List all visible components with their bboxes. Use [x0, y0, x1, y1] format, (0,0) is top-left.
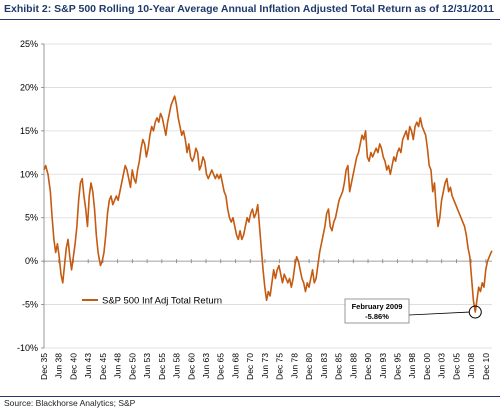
x-tick-label: Jun 98 [407, 353, 417, 379]
x-tick-label: Jun 08 [466, 353, 476, 379]
x-tick-label: Jun 43 [83, 353, 93, 379]
legend: S&P 500 Inf Adj Total Return [82, 296, 222, 307]
y-tick-label: 0% [25, 256, 38, 266]
x-tick-label: Dec 85 [334, 353, 344, 380]
y-tick-label: -10% [17, 343, 38, 353]
x-tick-label: Dec 65 [216, 353, 226, 380]
callout-leader [408, 311, 470, 316]
x-tick-label: Dec 75 [275, 353, 285, 380]
x-tick-label: Dec 05 [451, 353, 461, 380]
y-tick-label: 10% [20, 169, 38, 179]
x-tick-label: Jun 68 [230, 353, 240, 379]
x-tick-label: Dec 45 [98, 353, 108, 380]
x-tick-label: Jun 58 [172, 353, 182, 379]
x-tick-label: Jun 03 [437, 353, 447, 379]
y-tick-label: 5% [25, 213, 38, 223]
y-axis: -10% -5% 0% 5% 10% 15% 20% 25% [17, 39, 45, 353]
series-layer [43, 95, 493, 313]
x-tick-label: Jun 83 [319, 353, 329, 379]
callout-date: February 2009 [352, 302, 403, 311]
x-axis: Dec 35 Jun 38 Dec 40 Jun 43 Dec 45 Jun 48 Dec … [39, 259, 492, 380]
y-tick-label: -5% [22, 300, 38, 310]
chart-title: Exhibit 2: S&P 500 Rolling 10-Year Avera… [4, 3, 494, 15]
callout-box [344, 298, 410, 324]
x-tick-label: Dec 50 [127, 353, 137, 380]
title-divider [0, 19, 500, 20]
x-tick-label: Jun 73 [260, 353, 270, 379]
footer-divider [0, 396, 500, 397]
x-tick-label: Jun 63 [201, 353, 211, 379]
source-note: Source: Blackhorse Analytics; S&P [4, 398, 136, 408]
x-tick-label: Jun 38 [54, 353, 64, 379]
callout-marker-circle [468, 305, 482, 319]
x-tick-label: Dec 10 [481, 353, 491, 380]
x-tick-label: Jun 78 [289, 353, 299, 379]
x-tick-label: Dec 55 [157, 353, 167, 380]
y-tick-label: 15% [20, 126, 38, 136]
x-tick-label: Dec 40 [68, 353, 78, 380]
x-tick-label: Dec 70 [245, 353, 255, 380]
x-tick-label: Jun 88 [348, 353, 358, 379]
x-tick-label: Jun 48 [113, 353, 123, 379]
callout-value: -5.86% [365, 312, 389, 321]
x-tick-label: Dec 95 [392, 353, 402, 380]
y-tick-label: 20% [20, 82, 38, 92]
x-tick-label: Dec 35 [39, 353, 49, 380]
x-tick-label: Dec 60 [186, 353, 196, 380]
x-tick-label: Jun 93 [378, 353, 388, 379]
grid-lines [44, 43, 492, 349]
x-tick-label: Dec 00 [422, 353, 432, 380]
series-line [43, 95, 493, 313]
legend-label: S&P 500 Inf Adj Total Return [102, 296, 222, 307]
y-tick-label: 25% [20, 39, 38, 49]
annotation-callout: February 2009-5.86% [344, 298, 482, 324]
x-tick-label: Dec 90 [363, 353, 373, 380]
x-tick-label: Dec 80 [304, 353, 314, 380]
x-tick-label: Jun 53 [142, 353, 152, 379]
